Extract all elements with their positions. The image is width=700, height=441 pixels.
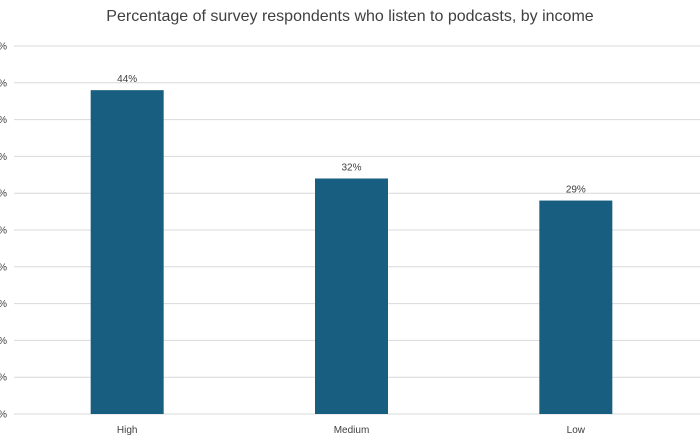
y-tick-label: 35% [0, 152, 7, 163]
data-label-medium: 32% [341, 162, 361, 173]
y-tick-label: 15% [0, 299, 7, 310]
bar-low [539, 200, 613, 414]
y-tick-label: 20% [0, 262, 7, 273]
y-tick-label: 0% [0, 410, 7, 421]
y-tick-label: 25% [0, 226, 7, 237]
chart-title: Percentage of survey respondents who lis… [106, 8, 594, 25]
y-tick-label: 5% [0, 373, 7, 384]
data-label-low: 29% [566, 185, 586, 196]
y-tick-label: 45% [0, 78, 7, 89]
y-tick-label: 30% [0, 189, 7, 200]
x-category-label-low: Low [567, 425, 586, 436]
y-tick-label: 40% [0, 115, 7, 126]
x-category-label-medium: Medium [334, 425, 370, 436]
x-category-label-high: High [117, 425, 138, 436]
bar-medium [315, 178, 388, 414]
y-tick-label: 10% [0, 336, 7, 347]
data-label-high: 44% [117, 74, 137, 85]
bar-high [90, 90, 164, 414]
y-tick-label: 50% [0, 42, 7, 53]
